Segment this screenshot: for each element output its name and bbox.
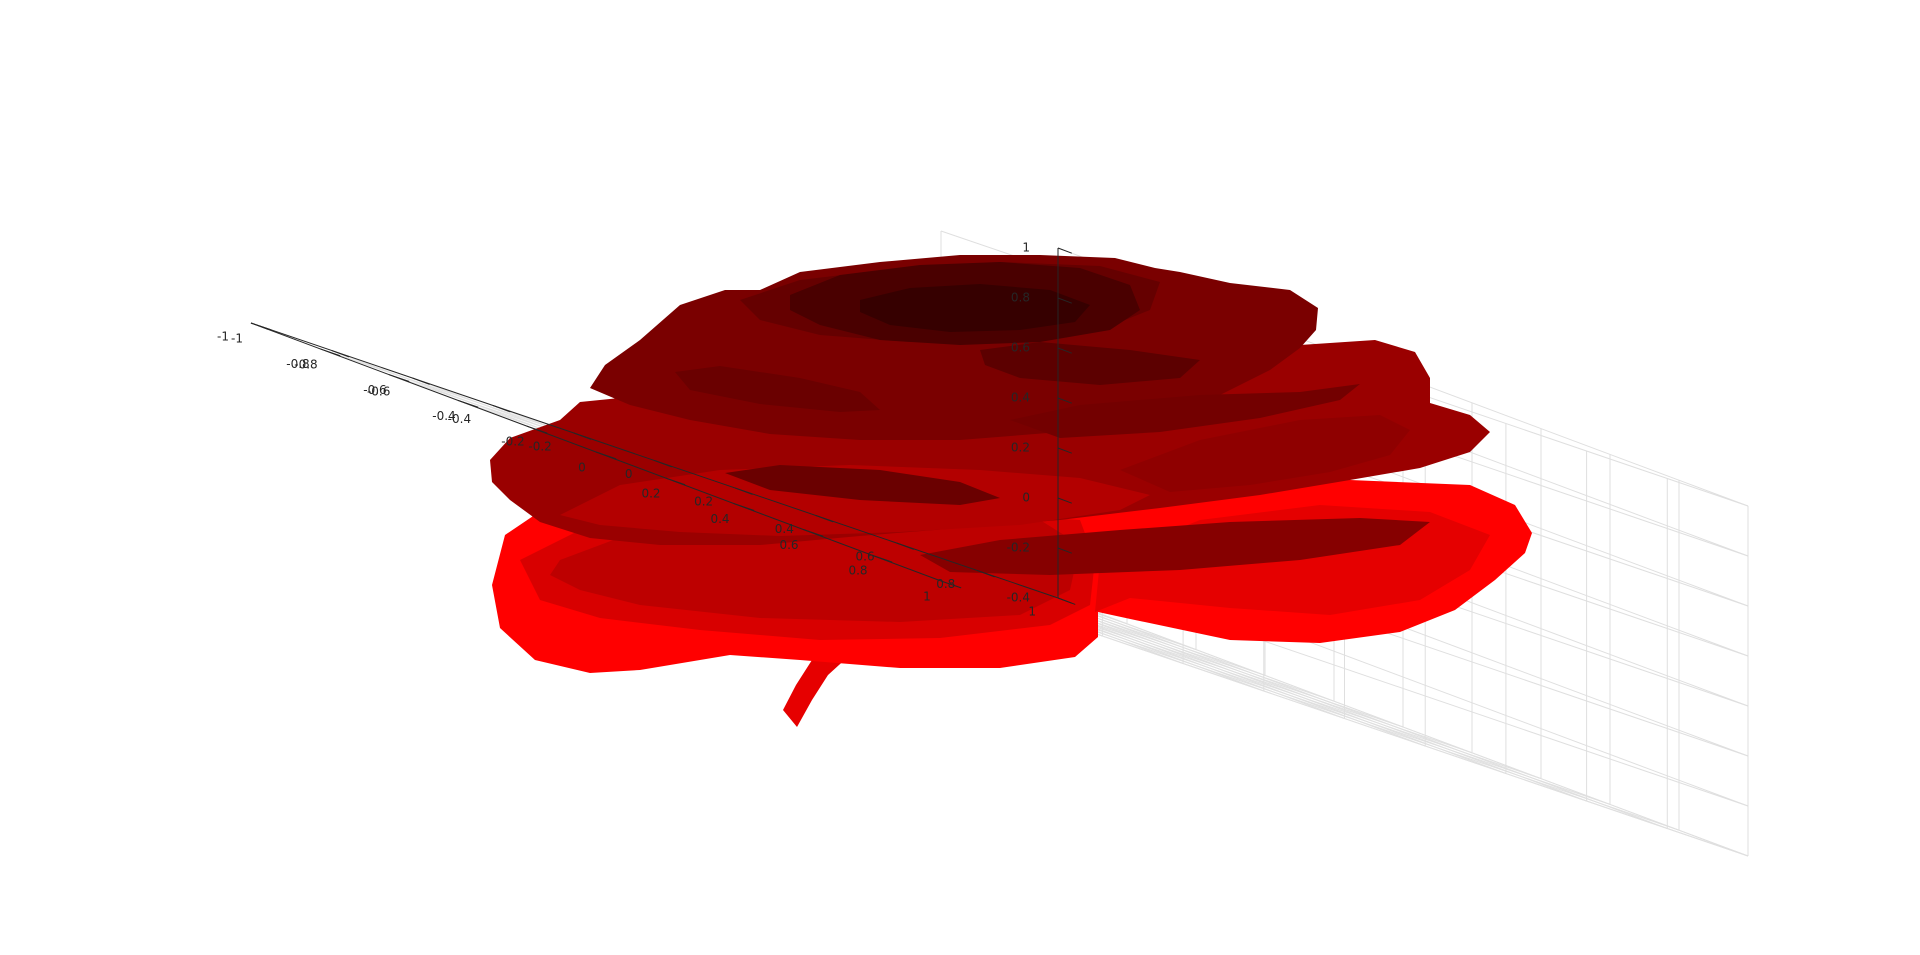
y-tick [977,570,995,578]
z-tick-label: 0.4 [1011,391,1030,405]
x-tick-label: 1 [923,590,931,604]
z-tick [1057,297,1072,304]
y-tick-label: -1 [217,330,229,344]
y-tick [896,542,915,550]
z-tick [1057,397,1072,404]
axes [250,247,1076,605]
z-tick-label: 0.6 [1011,341,1030,355]
rose-curl-2 [725,465,1000,505]
x-tick [802,528,824,537]
y-tick-label: -0.6 [367,385,390,399]
rose-surface [490,255,1532,727]
y-tick [412,377,430,385]
rose-petal-middle-right [1120,415,1410,492]
rose-petal-middle-shade [560,465,1150,536]
x-tick-label: -0.6 [363,383,386,397]
x-tick [319,348,341,357]
z-tick-label: 0.2 [1011,441,1030,455]
y-tick-label: 0 [625,467,633,481]
y-tick-label: 0.4 [775,522,794,536]
z-tick [1057,547,1072,554]
z-tick [1057,447,1072,454]
y-tick-label: 0.8 [936,577,955,591]
z-tick-label: -0.4 [1007,591,1030,605]
tick-labels: -1-0.8-0.6-0.4-0.200.20.40.60.81-1-0.8-0… [217,241,1036,619]
x-tick [940,580,962,589]
x-tick [664,477,686,486]
x-tick-label: -0.8 [294,357,317,371]
y-tick-label: -0.4 [448,412,471,426]
x-tick [457,399,479,408]
rose-curl-5 [980,342,1200,385]
y-tick-label: -0.2 [528,440,551,454]
y-tick [573,432,592,440]
z-tick-label: -0.2 [1007,541,1030,555]
z-tick [1057,597,1072,604]
x-tick [871,554,893,563]
z-tick [1057,497,1072,504]
x-tick [526,425,548,434]
z-tick-label: 0.8 [1011,291,1030,305]
rose-stem [783,645,850,727]
z-tick [1057,347,1072,354]
rose-petal-core [860,284,1090,332]
z-tick-label: 0 [1022,491,1030,505]
z-tick-label: 1 [1022,241,1030,255]
y-tick-label: 0.2 [694,495,713,509]
x-tick-label: -0.4 [432,409,455,423]
rose-curl-1 [675,366,880,412]
y-tick-label: -0.8 [286,357,309,371]
x-tick [595,451,617,460]
x-tick [733,503,755,511]
y-tick [815,515,834,523]
x-tick-label: 0.4 [710,512,729,526]
y-tick-label: 0.6 [856,550,875,564]
grid-line-wall-z [1057,597,1749,857]
y-tick [250,322,269,330]
y-tick [735,487,753,495]
y-tick [654,460,672,468]
y-tick [331,350,350,358]
x-tick-label: -0.2 [501,435,524,449]
x-tick [388,374,410,382]
x-tick-label: 0.6 [779,538,798,552]
rose-curl-3 [1010,384,1360,438]
x-tick-label: 0 [578,461,586,475]
x-tick-label: -1 [231,332,243,346]
x-tick-label: 0.8 [848,564,867,578]
y-tick-label: 1 [1028,605,1036,619]
z-tick [1057,247,1072,254]
x-tick-label: 0.2 [641,486,660,500]
rose-curl-4 [920,518,1430,575]
y-tick [492,405,511,413]
